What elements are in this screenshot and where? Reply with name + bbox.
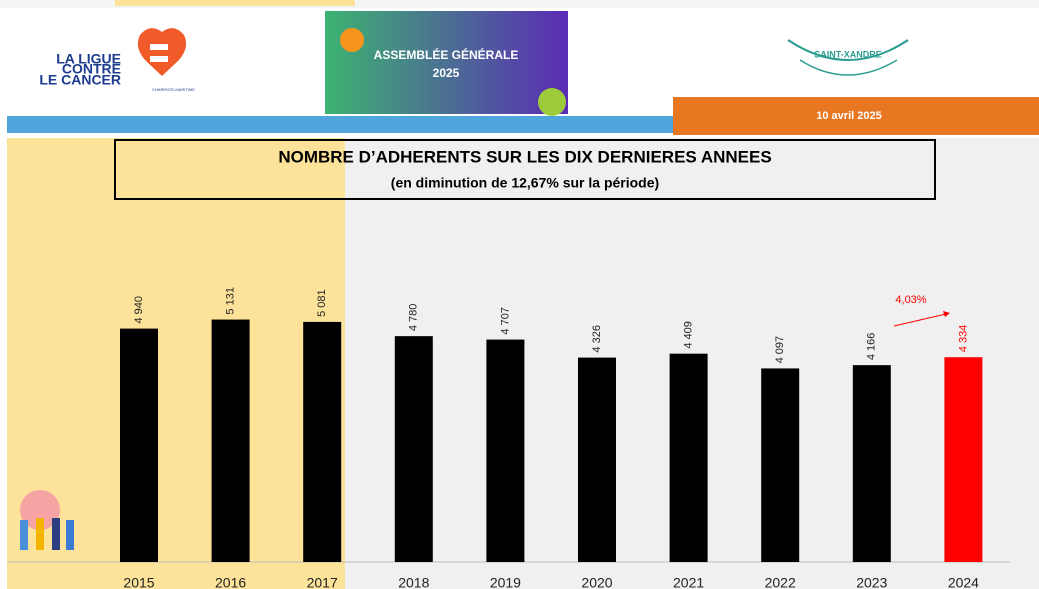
top-strip-cell: [115, 0, 355, 6]
chart-subtitle: (en diminution de 12,67% sur la période): [391, 175, 659, 191]
x-tick-label: 2023: [856, 575, 887, 589]
header-band: [7, 116, 673, 133]
town-outline: [800, 60, 897, 75]
value-label: 4 097: [774, 336, 786, 364]
x-tick-label: 2024: [948, 575, 979, 589]
town-name: SAINT-XANDRE: [814, 49, 882, 59]
x-tick-label: 2020: [581, 575, 612, 589]
value-label: 4 780: [408, 304, 420, 332]
x-tick-label: 2015: [123, 575, 154, 589]
annotation: 4,03%: [895, 294, 926, 306]
x-tick-label: 2019: [490, 575, 521, 589]
bar: [761, 368, 799, 562]
icon-person: [20, 520, 28, 550]
slide: LA LIGUE CONTRE LE CANCER CHARENTE-MARIT…: [0, 0, 1039, 589]
bar: [212, 320, 250, 562]
x-tick-label: 2022: [765, 575, 796, 589]
decor: [538, 88, 566, 116]
bar: [670, 354, 708, 562]
x-tick-label: 2016: [215, 575, 246, 589]
bar: [578, 358, 616, 562]
value-label: 4 707: [499, 307, 511, 335]
icon-person: [36, 518, 44, 550]
x-tick-label: 2018: [398, 575, 429, 589]
page: LA LIGUE CONTRE LE CANCER CHARENTE-MARIT…: [0, 0, 1039, 589]
decor: [340, 28, 364, 52]
x-tick-label: 2021: [673, 575, 704, 589]
event-title: ASSEMBLÉE GÉNÉRALE: [374, 47, 519, 62]
event-banner: [325, 11, 568, 114]
logo-heart: [138, 28, 186, 76]
bar: [486, 340, 524, 562]
date: 10 avril 2025: [816, 110, 881, 122]
logo-subtext: CHARENTE-MARITIME: [152, 87, 195, 92]
event-year: 2025: [433, 66, 460, 80]
value-label: 4 409: [683, 321, 695, 349]
bar: [120, 329, 158, 562]
value-label: 4 166: [866, 333, 878, 361]
value-label: 5 081: [316, 289, 328, 317]
icon-person: [52, 518, 60, 550]
town-logo: SAINT-XANDRE: [788, 40, 908, 75]
logo-text: LE CANCER: [39, 72, 121, 88]
value-label: 4 940: [133, 296, 145, 324]
bar: [395, 336, 433, 562]
value-label: 4 326: [591, 325, 603, 353]
icon-person: [66, 520, 74, 550]
bar: [944, 357, 982, 562]
logo-bar: [150, 44, 168, 50]
logo: LA LIGUE CONTRE LE CANCER CHARENTE-MARIT…: [39, 28, 195, 92]
x-tick-label: 2017: [307, 575, 338, 589]
chart-title: NOMBRE D’ADHERENTS SUR LES DIX DERNIERES…: [278, 147, 771, 166]
bar: [853, 365, 891, 562]
value-label: 5 131: [225, 287, 237, 315]
value-label: 4 334: [957, 325, 969, 353]
bar: [303, 322, 341, 562]
logo-bar: [150, 56, 168, 62]
